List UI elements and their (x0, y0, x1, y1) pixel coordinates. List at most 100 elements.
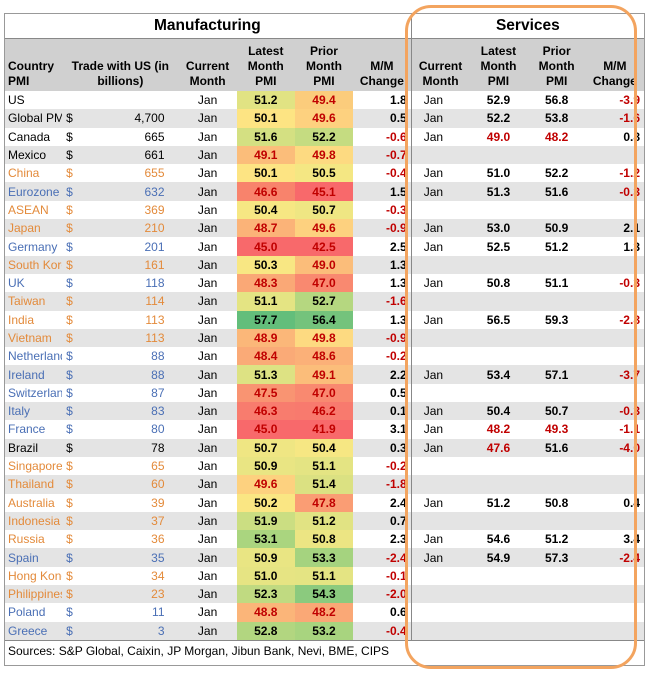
latest-pmi: 50.9 (236, 548, 295, 567)
svc-prior-pmi: 53.8 (527, 109, 586, 128)
pmi-table: Manufacturing Services Country PMI Trade… (4, 13, 644, 661)
svc-prior-pmi: 50.9 (527, 219, 586, 238)
svc-current-month: Jan (411, 365, 470, 384)
svc-mm-change: -3.7 (585, 365, 644, 384)
current-month: Jan (197, 422, 218, 437)
pmi-table-container: Manufacturing Services Country PMI Trade… (4, 13, 644, 661)
prior-pmi: 50.8 (294, 530, 354, 549)
current-month: Jan (178, 292, 237, 311)
country-name: Indonesia (4, 511, 63, 531)
trade-currency: $ (66, 239, 73, 254)
mm-change: 0.5 (353, 383, 412, 403)
mm-change: 0.5 (353, 109, 412, 128)
svc-prior-pmi: 52.2 (544, 166, 569, 181)
mm-change: -2.4 (353, 548, 412, 567)
latest-pmi: 46.3 (236, 402, 295, 421)
mm-change: -0.4 (353, 621, 412, 641)
latest-pmi: 51.2 (236, 91, 295, 110)
svc-mm-change: -0.3 (619, 276, 640, 291)
latest-pmi: 45.0 (236, 237, 295, 256)
current-month: Jan (178, 145, 237, 165)
current-month: Jan (178, 585, 237, 604)
svc-current-month (411, 457, 469, 475)
svc-current-month: Jan (423, 422, 444, 437)
prior-pmi: 48.2 (294, 603, 354, 622)
current-month: Jan (197, 276, 218, 291)
trade-currency: $ (62, 475, 121, 494)
mm-change: 1.5 (353, 182, 412, 201)
svc-mm-change (585, 511, 644, 531)
mm-change: -2.0 (353, 585, 412, 604)
prior-pmi: 47.8 (294, 493, 354, 512)
svc-mm-change: -0.3 (585, 182, 644, 201)
svc-mm-change: 0.4 (623, 495, 640, 510)
current-month: Jan (197, 129, 218, 144)
svc-prior-pmi (528, 201, 586, 219)
svc-mm-change (585, 255, 644, 274)
mm-change: 2.5 (353, 237, 412, 256)
country-name: India (8, 312, 35, 327)
country-name: China (8, 166, 40, 181)
section-title-row: Manufacturing Services (4, 13, 644, 39)
svc-latest-pmi (469, 255, 528, 274)
mm-change: 3.1 (353, 420, 412, 439)
mm-change: 1.8 (353, 91, 412, 110)
trade-value: 78 (120, 438, 179, 457)
trade-value: 661 (120, 145, 179, 165)
services-title: Services (411, 13, 644, 39)
svc-current-month: Jan (411, 548, 470, 567)
prior-pmi: 46.2 (294, 402, 354, 421)
country-name: Germany (8, 239, 58, 254)
prior-pmi: 47.0 (294, 273, 354, 293)
svc-latest-pmi (469, 457, 527, 475)
table-row: Spain $35 Jan 50.9 53.3 -2.4 Jan 54.9 57.3 -2.4 (4, 548, 644, 567)
latest-pmi: 50.1 (236, 109, 295, 128)
trade-value: 632 (120, 182, 179, 201)
svc-mm-change (586, 201, 644, 219)
svc-latest-pmi: 54.9 (469, 548, 528, 567)
latest-pmi: 47.5 (236, 383, 295, 403)
svc-current-month (411, 328, 470, 348)
table-row: UK $118 Jan 48.3 47.0 1.3 Jan 50.8 51.1 -0.3 (4, 273, 644, 293)
svc-prior-pmi: 50.7 (527, 402, 586, 421)
svc-current-month: Jan (423, 276, 444, 291)
table-row: US Jan 51.2 49.4 1.8 Jan 52.9 56.8 -3.9 (4, 91, 644, 110)
source-note: Sources: S&P Global, Caixin, JP Morgan, … (4, 639, 644, 661)
latest-pmi: 51.1 (236, 292, 295, 311)
svc-mm-change: 3.4 (623, 532, 640, 547)
svc-prior-pmi (527, 475, 586, 494)
prior-pmi: 52.7 (294, 292, 354, 311)
country-name: Brazil (4, 438, 63, 457)
svc-latest-pmi (469, 347, 527, 365)
table-row: Canada $665 Jan 51.6 52.2 -0.6 Jan 49.0 48.2 0.8 (4, 127, 644, 146)
trade-currency: $ (62, 182, 121, 201)
table-row: Mexico $661 Jan 49.1 49.8 -0.7 (4, 145, 644, 165)
svc-prior-pmi (527, 511, 586, 531)
trade-value: 113 (145, 312, 165, 327)
table-row: Taiwan $114 Jan 51.1 52.7 -1.6 (4, 292, 644, 311)
svc-current-month: Jan (411, 182, 470, 201)
prior-pmi: 42.5 (294, 237, 354, 256)
trade-currency: $ (62, 328, 121, 348)
svc-latest-pmi (469, 328, 528, 348)
country-name: ASEAN (8, 202, 49, 217)
svc-mm-change (585, 585, 644, 604)
country-name: Singapore (8, 459, 63, 474)
svc-latest-pmi: 48.2 (486, 422, 511, 437)
country-name: Ireland (4, 365, 63, 384)
trade-value: 655 (144, 166, 165, 181)
column-header-row: Country PMI Trade with US (in billions) … (4, 38, 644, 91)
prior-pmi: 49.0 (294, 255, 354, 274)
trade-value: 60 (120, 475, 179, 494)
trade-currency: $ (66, 422, 73, 437)
table-row: China $655 Jan 50.1 50.5 -0.4 Jan 51.0 52.2 -1.2 (4, 164, 644, 183)
current-month: Jan (178, 475, 237, 494)
trade-currency: $ (62, 585, 121, 604)
header-svc-latest-pmi: Latest Month PMI (469, 38, 528, 91)
svc-current-month (411, 292, 470, 311)
current-month: Jan (178, 621, 237, 641)
prior-pmi: 48.6 (294, 347, 354, 366)
table-row: Japan $210 Jan 48.7 49.6 -0.9 Jan 53.0 50.9 2.1 (4, 219, 644, 238)
trade-currency: $ (66, 129, 73, 144)
